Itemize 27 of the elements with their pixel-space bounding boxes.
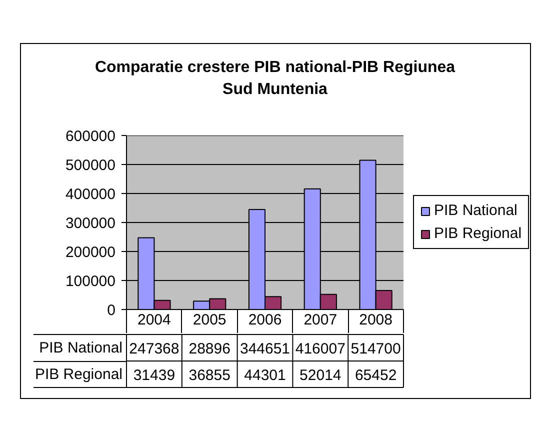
data-label: 44301 (244, 366, 286, 384)
y-tick-label: 600000 (65, 128, 116, 145)
data-label: 65452 (354, 366, 397, 384)
y-tick-label: 100000 (65, 273, 116, 290)
legend-label: PIB National (434, 202, 518, 219)
data-label: 344651 (240, 340, 290, 358)
data-label: 247368 (129, 340, 180, 358)
y-tick-label: 400000 (65, 186, 116, 203)
data-label: 36855 (188, 366, 230, 384)
chart-title: Comparatie crestere PIB national-PIB Regiunea Sud Muntenia (94, 58, 456, 100)
y-tick-label: 200000 (65, 244, 116, 261)
x-tick-label: 2005 (192, 312, 226, 328)
x-tick-label: 2004 (138, 312, 171, 328)
x-tick-label: 2008 (359, 312, 392, 328)
x-tick-label: 2007 (304, 312, 338, 328)
x-tick-label: 2006 (248, 312, 282, 328)
data-label: 28896 (188, 340, 230, 358)
text: PIB Regional (34, 366, 123, 383)
legend-label: PIB Regional (434, 225, 522, 242)
y-tick-label: 300000 (65, 215, 116, 232)
data-label: 514700 (350, 340, 401, 358)
data-label: 416007 (295, 340, 346, 358)
y-tick-label: 500000 (65, 157, 116, 174)
text: PIB National (39, 339, 123, 356)
data-label: 31439 (133, 366, 176, 384)
data-label: 52014 (300, 366, 342, 384)
y-tick-label: 0 (107, 302, 116, 319)
